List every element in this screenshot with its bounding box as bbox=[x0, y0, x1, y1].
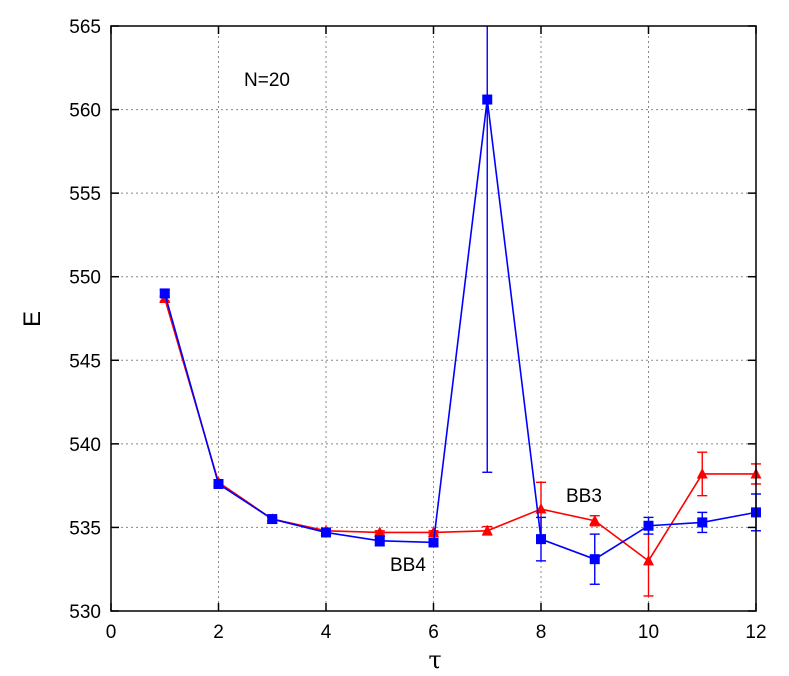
bb3-point bbox=[374, 526, 386, 537]
x-tick-label: 2 bbox=[213, 622, 224, 643]
y-tick-label: 555 bbox=[69, 184, 101, 205]
ticks bbox=[110, 25, 757, 612]
bb3-point bbox=[643, 554, 654, 566]
y-tick-label: 560 bbox=[69, 101, 101, 122]
bb4-point bbox=[428, 537, 439, 548]
bb4-point bbox=[213, 478, 224, 489]
bb4-point bbox=[267, 514, 278, 525]
tick-labels: 0 2 4 6 8 10 12 530 535 540 545 550 555 560 565 bbox=[69, 17, 766, 643]
bb4-point bbox=[374, 535, 385, 546]
bb4-point bbox=[321, 527, 331, 538]
bb4-annotation: BB4 bbox=[390, 555, 426, 576]
x-tick-label: 12 bbox=[745, 622, 766, 643]
y-tick-label: 545 bbox=[69, 351, 101, 372]
bb3-line bbox=[163, 298, 756, 563]
bb4-point bbox=[589, 554, 600, 565]
bb3-point bbox=[428, 526, 439, 537]
bb4-point bbox=[536, 534, 546, 545]
bb4-series bbox=[159, 26, 761, 585]
bb3-annotation: BB3 bbox=[566, 486, 602, 507]
x-tick-label: 0 bbox=[106, 622, 117, 643]
y-tick-label: 540 bbox=[69, 435, 101, 456]
x-axis-label: τ bbox=[428, 646, 441, 674]
bb3-point bbox=[589, 514, 601, 526]
plot-frame bbox=[110, 25, 757, 612]
x-tick-label: 4 bbox=[321, 622, 332, 643]
bb4-point bbox=[697, 517, 708, 528]
bb4-line bbox=[163, 99, 757, 561]
y-tick-label: 565 bbox=[69, 17, 101, 38]
x-tick-label: 10 bbox=[638, 622, 659, 643]
bb4-point bbox=[159, 288, 170, 299]
n-annotation: N=20 bbox=[244, 70, 290, 91]
grid bbox=[111, 26, 756, 611]
bb4-point bbox=[482, 94, 493, 105]
bb3-point bbox=[481, 524, 493, 536]
bb3-point bbox=[696, 467, 708, 479]
y-axis-label: E bbox=[19, 311, 46, 327]
x-tick-label: 6 bbox=[428, 622, 439, 643]
bb4-point bbox=[643, 520, 654, 531]
x-tick-label: 8 bbox=[536, 622, 547, 643]
y-tick-label: 530 bbox=[69, 602, 101, 623]
y-tick-label: 535 bbox=[69, 518, 101, 539]
series-layer bbox=[159, 26, 762, 597]
y-tick-label: 550 bbox=[69, 268, 101, 289]
